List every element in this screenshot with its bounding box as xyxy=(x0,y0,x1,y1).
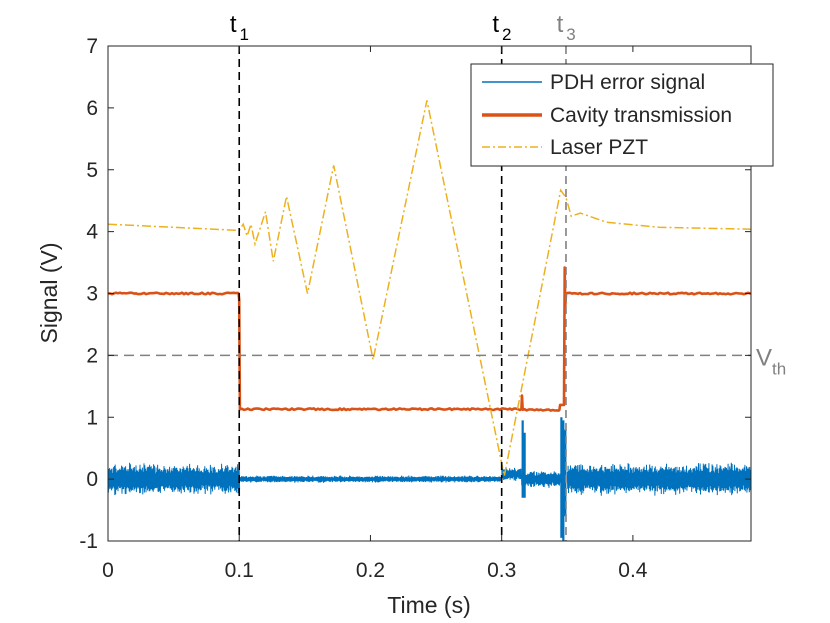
y-tick-label: 0 xyxy=(86,468,98,491)
y-tick-label: 4 xyxy=(86,221,98,244)
x-tick-label: 0 xyxy=(102,559,114,582)
marker-subscript-t3: 3 xyxy=(566,25,575,44)
y-tick-label: 2 xyxy=(86,344,98,367)
x-tick-label: 0.2 xyxy=(356,559,385,582)
legend-label-cavity: Cavity transmission xyxy=(550,104,732,127)
x-tick-label: 0.1 xyxy=(225,559,254,582)
series-layer xyxy=(107,100,752,541)
y-tick-label: 5 xyxy=(86,159,98,182)
y-axis-title: Signal (V) xyxy=(36,243,62,344)
x-tick-label: 0.4 xyxy=(618,559,648,582)
cavity-trace xyxy=(107,266,752,412)
marker-label-t2: t xyxy=(492,11,499,38)
pdh-noise-segment-1 xyxy=(238,475,503,483)
y-tick-label: -1 xyxy=(79,530,98,553)
marker-label-t1: t xyxy=(230,11,237,38)
legend: PDH error signal Cavity transmission Las… xyxy=(470,63,774,167)
series-cavity-transmission xyxy=(107,266,752,412)
pzt-trace xyxy=(107,100,752,477)
pdh-noise-segment-4 xyxy=(566,462,752,496)
legend-label-pzt: Laser PZT xyxy=(550,136,648,159)
pdh-noise-segment-0 xyxy=(107,462,241,496)
y-tick-label: 1 xyxy=(86,406,98,429)
series-laser-pzt xyxy=(107,100,752,477)
legend-label-pdh: PDH error signal xyxy=(550,71,705,94)
marker-label-Vth: V xyxy=(756,344,772,371)
y-tick-label: 7 xyxy=(86,35,98,58)
marker-subscript-Vth: th xyxy=(772,359,786,378)
x-tick-label: 0.3 xyxy=(487,559,516,582)
y-tick-label: 3 xyxy=(86,283,98,306)
series-pdh-error-signal xyxy=(107,417,752,541)
marker-label-t3: t xyxy=(557,11,564,38)
y-tick-label: 6 xyxy=(86,97,98,120)
pdh-noise-segment-3 xyxy=(520,471,562,488)
x-axis-title: Time (s) xyxy=(387,592,470,618)
marker-subscript-t2: 2 xyxy=(502,25,511,44)
marker-subscript-t1: 1 xyxy=(239,25,248,44)
